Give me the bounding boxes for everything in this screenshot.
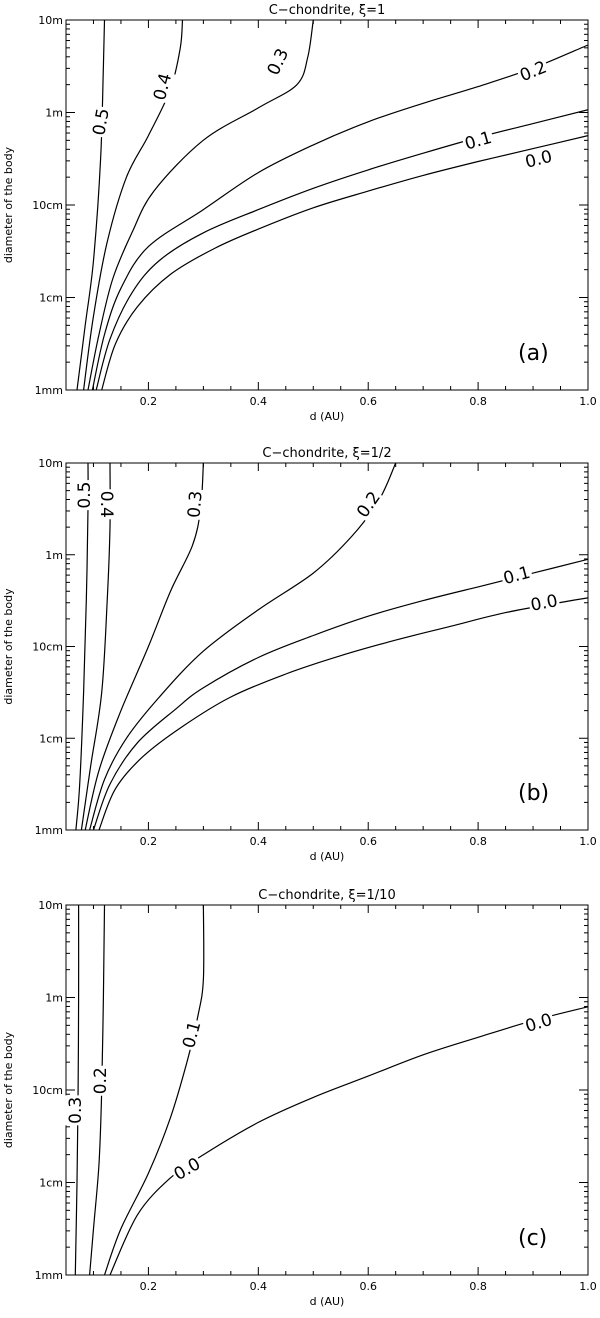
- x-tick-label: 1.0: [579, 835, 597, 848]
- svg-text:0.2: 0.2: [353, 488, 385, 522]
- contour-label-0.5: 0.5: [74, 480, 95, 511]
- contour-label-0.2: 0.2: [351, 486, 386, 523]
- contour-group: [75, 463, 588, 830]
- contour-label-0.2: 0.2: [90, 1065, 111, 1096]
- svg-text:0.3: 0.3: [66, 1097, 86, 1124]
- y-tick-label: 1mm: [35, 1269, 63, 1282]
- x-tick-label: 1.0: [579, 1280, 597, 1293]
- plot-frame: [65, 462, 589, 831]
- plot-frame: [65, 904, 589, 1276]
- y-tick-label: 10m: [38, 899, 63, 912]
- contour-line-0.0: [98, 597, 588, 830]
- svg-text:0.4: 0.4: [96, 491, 116, 518]
- contour-label-0.2: 0.2: [515, 55, 551, 86]
- x-tick-label: 0.4: [250, 1280, 268, 1293]
- contour-label-0.3: 0.3: [183, 488, 207, 521]
- x-tick-label: 0.2: [140, 395, 158, 408]
- x-tick-label: 0.4: [250, 395, 268, 408]
- svg-text:0.3: 0.3: [184, 490, 206, 519]
- svg-text:0.4: 0.4: [150, 71, 176, 102]
- y-axis-label: diameter of the body: [2, 588, 15, 705]
- contour-line-0.3: [87, 20, 314, 390]
- contour-group: [74, 905, 588, 1275]
- contour-label-0.0: 0.0: [527, 589, 561, 616]
- contour-line-0.0: [101, 135, 588, 390]
- y-tick-label: 10cm: [32, 1084, 63, 1097]
- svg-text:0.0: 0.0: [523, 1010, 555, 1037]
- panel-1: C−chondrite, ξ=1 0.2 0.4 0.6 0.8 1.0 d (AU) 1mm…: [2, 3, 597, 423]
- x-tick-label: 1.0: [579, 395, 597, 408]
- y-tick-label: 1mm: [35, 824, 63, 837]
- svg-text:0.1: 0.1: [501, 563, 532, 589]
- x-axis-label: d (AU): [310, 410, 345, 423]
- y-tick-label: 10m: [38, 457, 63, 470]
- y-axis-label: diameter of the body: [2, 1031, 15, 1148]
- chart-title: C−chondrite, ξ=1/2: [262, 446, 391, 461]
- x-tick-label: 0.6: [359, 835, 377, 848]
- y-tick-label: 1m: [45, 992, 63, 1005]
- chart-title: C−chondrite, ξ=1/10: [258, 888, 395, 903]
- contour-label-0.1: 0.1: [499, 561, 534, 589]
- contour-line-0.2: [89, 463, 397, 830]
- contour-line-0.3: [74, 905, 80, 1275]
- contour-line-0.5: [76, 20, 106, 390]
- svg-text:0.5: 0.5: [89, 107, 113, 137]
- contour-line-0.5: [75, 463, 89, 830]
- contour-line-0.0: [109, 1006, 588, 1275]
- y-tick-label: 10cm: [32, 199, 63, 212]
- svg-text:0.0: 0.0: [171, 1154, 204, 1185]
- y-axis-label: diameter of the body: [2, 146, 15, 263]
- contour-label-0.3: 0.3: [262, 43, 293, 80]
- contour-line-0.1: [95, 109, 588, 390]
- x-tick-label: 0.2: [140, 1280, 158, 1293]
- contour-line-0.1: [103, 905, 205, 1275]
- panel-label: (a): [518, 341, 549, 366]
- contour-label-0.5: 0.5: [88, 105, 114, 139]
- contour-label-0.1: 0.1: [460, 126, 496, 155]
- contour-label-0.0: 0.0: [521, 1008, 556, 1037]
- x-axis-label: d (AU): [310, 1295, 345, 1308]
- x-tick-label: 0.8: [469, 395, 487, 408]
- contour-line-0.4: [80, 463, 111, 830]
- y-tick-label: 1cm: [39, 1177, 63, 1190]
- panel-label: (c): [518, 1226, 547, 1251]
- y-tick-label: 1cm: [39, 732, 63, 745]
- x-tick-label: 0.4: [250, 835, 268, 848]
- svg-text:0.2: 0.2: [91, 1067, 111, 1094]
- contour-line-0.4: [83, 20, 184, 390]
- panel-label: (b): [518, 781, 549, 806]
- y-tick-label: 10m: [38, 14, 63, 27]
- svg-text:0.1: 0.1: [179, 1019, 205, 1050]
- y-tick-label: 10cm: [32, 641, 63, 654]
- y-tick-label: 1m: [45, 107, 63, 120]
- x-tick-label: 0.8: [469, 835, 487, 848]
- contour-group: [76, 20, 588, 390]
- x-tick-label: 0.6: [359, 1280, 377, 1293]
- y-tick-label: 1mm: [35, 384, 63, 397]
- chart-title: C−chondrite, ξ=1: [269, 3, 386, 18]
- svg-text:0.0: 0.0: [529, 591, 559, 616]
- svg-text:0.0: 0.0: [523, 147, 554, 173]
- panel-3: C−chondrite, ξ=1/10 0.2 0.4 0.6 0.8 1.0 d (AU)…: [2, 888, 597, 1308]
- x-tick-label: 0.2: [140, 835, 158, 848]
- x-axis-label: d (AU): [310, 850, 345, 863]
- y-tick-label: 1m: [45, 549, 63, 562]
- x-tick-label: 0.8: [469, 1280, 487, 1293]
- contour-label-0.4: 0.4: [96, 489, 118, 520]
- svg-text:0.5: 0.5: [75, 482, 95, 509]
- contour-line-0.2: [91, 44, 588, 390]
- contour-line-0.1: [92, 558, 588, 830]
- contour-line-0.2: [89, 905, 106, 1275]
- contour-label-0.1: 0.1: [177, 1017, 205, 1052]
- y-tick-label: 1cm: [39, 292, 63, 305]
- panel-2: C−chondrite, ξ=1/2 0.2 0.4 0.6 0.8 1.0 d (AU) 1…: [2, 446, 597, 863]
- svg-text:0.1: 0.1: [463, 128, 495, 155]
- contour-label-0.4: 0.4: [148, 69, 176, 104]
- x-tick-label: 0.6: [359, 395, 377, 408]
- contour-label-0.3: 0.3: [64, 1095, 86, 1126]
